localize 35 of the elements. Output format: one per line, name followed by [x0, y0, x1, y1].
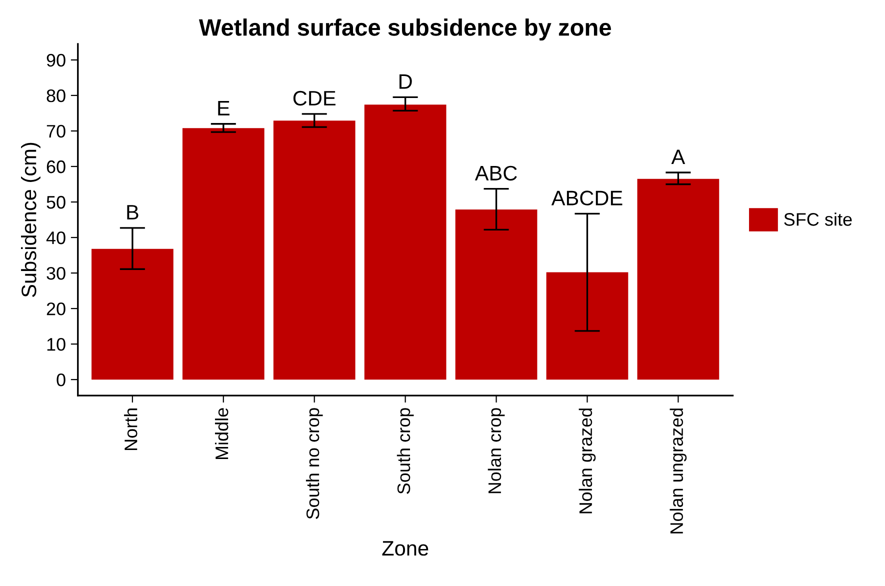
y-tick-label: 0	[56, 374, 66, 386]
annotation: B	[127, 205, 138, 220]
y-tick-label: 30	[46, 266, 66, 280]
y-tick-label: 60	[46, 160, 66, 174]
x-axis-title: Zone	[382, 541, 428, 556]
annotation: ABCDE	[551, 190, 622, 206]
annotation: D	[400, 74, 412, 89]
y-tick-label: 20	[46, 302, 66, 316]
y-tick-label: 10	[47, 338, 66, 351]
annotation: E	[218, 101, 230, 116]
bar	[455, 209, 538, 380]
x-tick-label: Nolan ungrazed	[670, 408, 687, 534]
y-tick-label: 90	[46, 54, 66, 67]
legend-label: SFC site	[784, 212, 852, 226]
annotation: A	[671, 150, 686, 164]
y-tick-label: 40	[46, 231, 66, 244]
x-tick-label: Nolan grazed	[578, 408, 596, 514]
chart-title: Wetland surface subsidence by zone	[198, 18, 611, 41]
annotation: ABC	[474, 166, 517, 181]
y-axis-title: Subsidence (cm)	[21, 142, 40, 297]
bar	[546, 272, 628, 380]
x-tick-label: Middle	[215, 408, 228, 460]
bar	[273, 120, 356, 380]
x-tick-label: South no crop	[306, 408, 323, 519]
annotation: CDE	[293, 90, 336, 106]
x-tick-label: South crop	[396, 408, 414, 494]
bar	[92, 248, 174, 380]
bar	[364, 104, 446, 380]
y-tick-label: 70	[46, 124, 66, 138]
bar	[182, 128, 264, 380]
y-tick-label: 80	[46, 89, 66, 102]
x-tick-label: North	[124, 408, 138, 450]
bar	[637, 178, 720, 380]
y-tick-label: 50	[46, 196, 66, 209]
x-tick-label: Nolan crop	[488, 408, 505, 494]
